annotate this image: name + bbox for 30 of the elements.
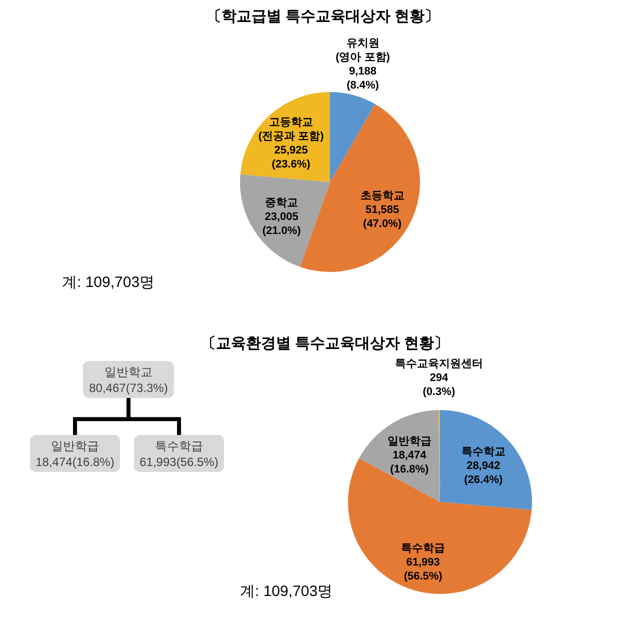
slice-label: 특수학급 xyxy=(401,542,446,554)
slice-label: 초등학교 xyxy=(360,190,404,202)
pie-slice xyxy=(359,410,440,502)
chart-title: 〔교육환경별 특수교육대상자 현황〕 xyxy=(200,335,450,353)
data-label: 61,993 (56.5%) xyxy=(404,556,443,582)
category-label: 특수학급 xyxy=(155,438,203,454)
slice-label: 일반학급 xyxy=(387,436,432,448)
pie-slice xyxy=(240,174,330,267)
data-label: 28,942 (26.4%) xyxy=(464,460,503,486)
text: 계: 109,703명 xyxy=(62,274,155,292)
category-label: 일반학급 xyxy=(51,438,99,454)
slice-label: 고등학교 (전공과 포함) xyxy=(258,116,324,143)
data-label: 18,474 (16.8%) xyxy=(390,450,430,476)
data-label: 9,188 (8.4%) xyxy=(346,65,380,92)
pie-slice xyxy=(440,410,532,510)
data-label: 294 (0.3%) xyxy=(422,372,456,398)
category-label: 일반학교 xyxy=(104,364,152,380)
chart-title: 〔학교급별 특수교육대상자 현황〕 xyxy=(206,8,440,26)
data-label: 25,925 (23.6%) xyxy=(272,144,311,171)
data-label: 51,585 (47.0%) xyxy=(363,204,402,230)
text: 계: 109,703명 xyxy=(240,583,333,601)
label-box: 일반학급 18,474(16.8%) xyxy=(30,435,120,472)
label-box: 특수학급 61,993(56.5%) xyxy=(134,435,224,472)
slice-label: 특수교육지원센터 xyxy=(394,358,483,370)
data-label: 23,005 (21.0%) xyxy=(262,211,302,238)
slice-label: 유치원 (영아 포함) xyxy=(336,37,390,64)
slice-label: 중학교 xyxy=(265,197,298,210)
pie-slice xyxy=(330,92,376,182)
label-box: 일반학교 80,467(73.3%) xyxy=(83,361,174,398)
slice-label: 특수학교 xyxy=(461,446,506,458)
